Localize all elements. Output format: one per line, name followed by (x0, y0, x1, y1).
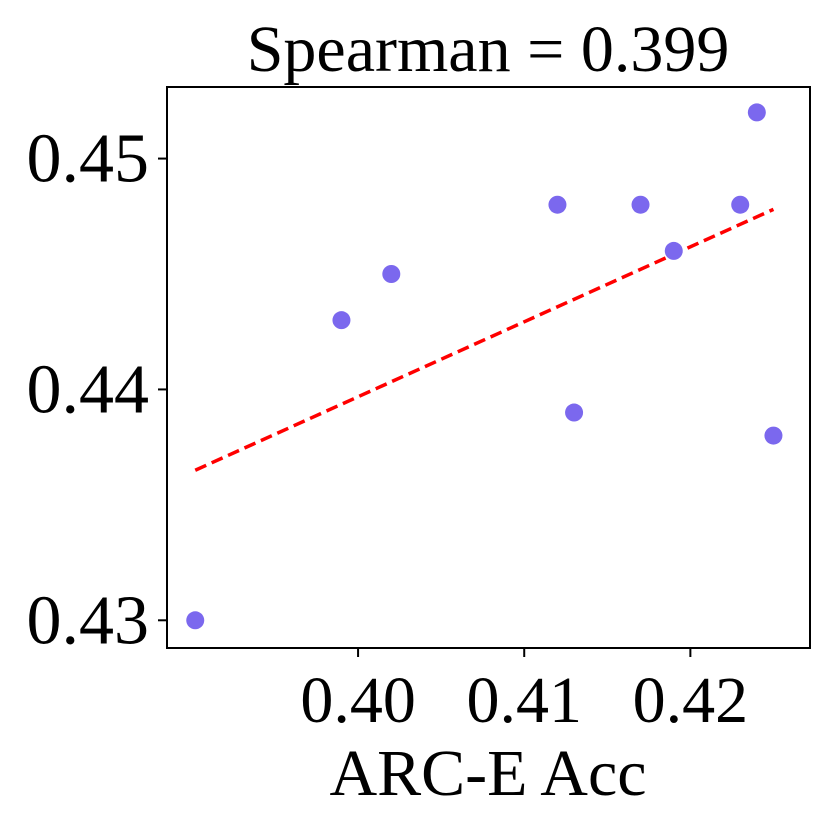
x-tick-label-3: 0.42 (633, 664, 749, 737)
trendline-layer (194, 207, 775, 472)
x-axis-ticks: 0.40 0.41 0.42 (300, 648, 748, 737)
data-point-3 (382, 265, 401, 283)
plot-area-frame (166, 86, 811, 649)
y-tick-label-2: 0.44 (27, 351, 150, 428)
trendline (194, 207, 775, 472)
y-tick-label-3: 0.45 (27, 121, 150, 198)
chart-title: Spearman = 0.399 (247, 13, 730, 86)
y-axis-ticks: 0.43 0.44 0.45 (27, 121, 167, 659)
x-axis-label: ARC-E Acc (329, 737, 646, 810)
data-point-4 (548, 195, 567, 214)
x-tick-label-1: 0.40 (300, 664, 416, 737)
data-point-8 (731, 195, 750, 214)
data-point-10 (764, 426, 783, 445)
data-point-5 (565, 403, 584, 422)
data-point-1 (186, 611, 205, 630)
data-point-9 (747, 103, 766, 122)
data-points (186, 103, 783, 630)
y-tick-label-1: 0.43 (27, 582, 150, 659)
x-tick-label-2: 0.41 (466, 664, 582, 737)
data-point-7 (664, 241, 683, 260)
data-point-6 (631, 195, 650, 214)
data-point-2 (332, 311, 351, 330)
